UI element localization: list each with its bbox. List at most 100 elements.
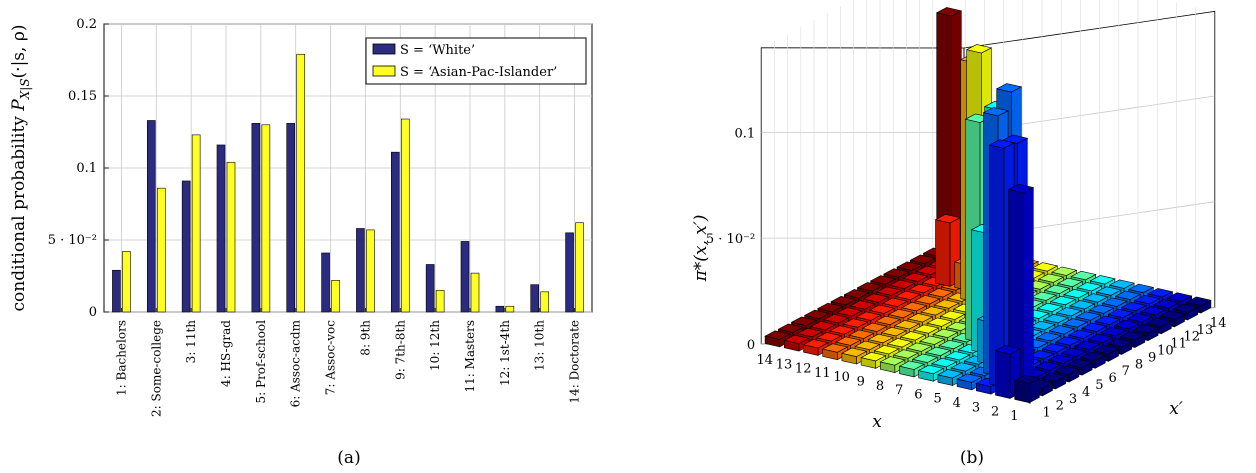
bar-top [919, 335, 946, 345]
bar-asian-5 [261, 124, 271, 313]
bar-top [764, 330, 791, 340]
bar-top [1051, 266, 1078, 276]
bar-top [1047, 354, 1074, 364]
bar-top [896, 261, 923, 271]
xprime-tick-label-b: 8 [1135, 357, 1143, 372]
y-tick-label-a: 0 [89, 305, 97, 320]
bar-top [1106, 338, 1133, 348]
bar-top [925, 346, 952, 357]
bar-top [803, 309, 831, 320]
bar-top [1126, 313, 1153, 323]
bar-top [1120, 301, 1147, 312]
bar-top [913, 324, 940, 334]
bar-top [874, 315, 901, 326]
y-tick-label-a: 5 · 10⁻² [48, 233, 97, 248]
bar-top [1054, 336, 1081, 346]
bar-x14-xp14 [935, 7, 963, 258]
bar-top [790, 316, 817, 326]
y-tick-label-a: 0.2 [76, 17, 97, 32]
bar-top [1139, 306, 1167, 316]
bar-top [892, 349, 919, 359]
bar-top [926, 317, 953, 327]
xprime-tick-label-b: 2 [1056, 399, 1064, 414]
bar-top [841, 347, 868, 357]
bar-top [860, 351, 887, 362]
bar-top [802, 339, 829, 349]
bar-top [1119, 331, 1146, 341]
x-tick-label-a: 9: 7th-8th [393, 320, 407, 380]
bar-top [1133, 294, 1161, 305]
bar-top [982, 107, 1009, 117]
bar-x14-xp1 [764, 330, 791, 348]
bar-top [817, 302, 844, 313]
bar-top [880, 326, 907, 337]
caption-a: (a) [337, 448, 360, 468]
x-axis-label-b: x [872, 412, 882, 432]
bar-white-8 [356, 228, 365, 313]
xprime-tick-label-b: 11 [1170, 337, 1187, 352]
bar-white-7 [321, 252, 330, 313]
bar-top [939, 310, 966, 320]
x-tick-label-b: 5 [933, 392, 941, 407]
bar-top [1057, 277, 1084, 288]
bar-top [835, 336, 862, 346]
bar-white-1 [112, 269, 121, 313]
bar-top [1073, 340, 1101, 350]
bar-top [931, 357, 958, 368]
bar-top [1055, 307, 1083, 317]
bar-top [836, 307, 863, 317]
bar-white-6 [286, 123, 296, 313]
bar-top [873, 345, 900, 355]
bar-top [849, 300, 876, 310]
bar-top [1101, 297, 1128, 307]
bar-top [911, 353, 939, 363]
bar-top [956, 373, 983, 383]
bar-top [1013, 374, 1041, 384]
bar-asian-4 [226, 161, 236, 313]
bar-top [809, 320, 837, 331]
x-tick-label-b: 6 [914, 387, 922, 402]
bar-top [934, 214, 961, 224]
xprime-tick-label-b: 1 [1042, 406, 1050, 421]
bar-top [1159, 310, 1186, 320]
bar-face-left [995, 350, 1011, 399]
bar-white-14 [565, 232, 574, 313]
bar-top [1053, 365, 1080, 375]
bar-top [1042, 313, 1069, 324]
bar-x7-xp1 [898, 360, 925, 378]
bar-top [869, 275, 897, 285]
bar-top [1041, 343, 1068, 353]
bar-top [935, 7, 963, 17]
bar-top [1067, 329, 1095, 339]
bar-top [883, 268, 910, 278]
bar-x5-xp1 [937, 369, 964, 386]
bar-top [1081, 322, 1108, 332]
bar-top [1029, 320, 1056, 331]
x-tick-label-a: 11: Masters [463, 320, 477, 393]
bar-top [898, 360, 925, 370]
x-tick-label-a: 6: Assoc-acdm [289, 319, 303, 407]
bar-top [1107, 308, 1134, 319]
bar-top [1060, 347, 1087, 357]
bar-top [901, 301, 928, 312]
bar-top [995, 83, 1023, 93]
x-tick-label-a: 7: Assoc-voc [324, 320, 338, 395]
bar-top [1048, 325, 1075, 335]
bar-top [1132, 324, 1159, 334]
x-tick-label-b: 12 [795, 362, 812, 377]
z-axis-label-b: π*(x, x′) [691, 215, 711, 283]
bar-top [1030, 291, 1057, 301]
y-axis-label-a: conditional probability PX|S(·|s, ρ) [9, 25, 32, 312]
bar-top [1069, 300, 1096, 310]
bar-asian-8 [366, 229, 375, 313]
bar-top [1095, 286, 1122, 296]
bar-top [917, 364, 945, 375]
bar-top [1066, 358, 1093, 369]
x-tick-label-b: 1 [1010, 409, 1018, 424]
x-ticks-a: 1: Bachelors 2: Some-college 3: 11th 4: HS-… [114, 308, 582, 417]
bar-top [1185, 296, 1212, 306]
x-tick-label-a: 2: Some-college [149, 320, 163, 417]
x-tick-label-b: 10 [833, 370, 850, 385]
bar-asian-9 [400, 118, 410, 313]
x-tick-label-a: 1: Bachelors [114, 320, 128, 396]
